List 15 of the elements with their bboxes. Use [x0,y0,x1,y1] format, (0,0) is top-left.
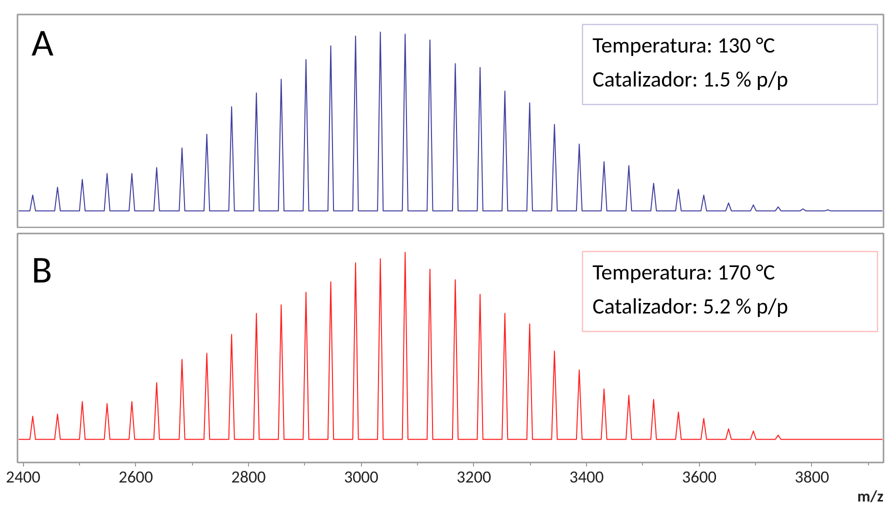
x-tick-label: 2800 [231,466,266,488]
annotation: A [32,20,54,66]
x-tick-label: 3600 [682,466,717,488]
x-tick-label: 3400 [569,466,604,488]
annotation: Temperatura: 130 °C [592,32,776,58]
annotation: Catalizador: 5.2 % p/p [592,292,788,320]
x-tick-label: 3000 [344,466,379,488]
x-tick-label: 3800 [794,466,830,488]
x-tick-label: 2600 [118,466,154,488]
x-tick-label: 3200 [456,466,492,488]
annotation: Temperatura: 170 °C [592,258,776,286]
x-axis-title: m/z [857,488,884,506]
annotation: Catalizador: 1.5 % p/p [592,66,788,92]
x-tick-label: 2400 [6,466,41,488]
annotation: B [32,248,52,294]
